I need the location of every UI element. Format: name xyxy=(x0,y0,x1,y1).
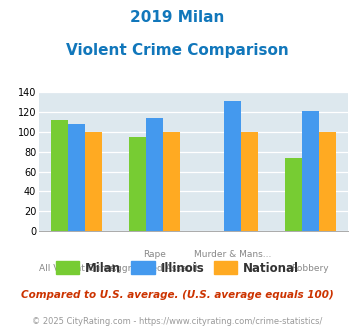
Bar xyxy=(68,124,85,231)
Bar xyxy=(302,111,319,231)
Text: © 2025 CityRating.com - https://www.cityrating.com/crime-statistics/: © 2025 CityRating.com - https://www.city… xyxy=(32,317,323,326)
Text: Robbery: Robbery xyxy=(291,264,329,273)
Text: Violent Crime Comparison: Violent Crime Comparison xyxy=(66,43,289,58)
Text: All Violent Crime: All Violent Crime xyxy=(39,264,115,273)
Text: Aggravated Assault: Aggravated Assault xyxy=(110,264,199,273)
Bar xyxy=(285,158,302,231)
Legend: Milan, Illinois, National: Milan, Illinois, National xyxy=(51,257,304,280)
Text: Murder & Mans...: Murder & Mans... xyxy=(194,250,271,259)
Bar xyxy=(51,120,68,231)
Bar xyxy=(241,132,258,231)
Text: Rape: Rape xyxy=(143,250,166,259)
Text: Compared to U.S. average. (U.S. average equals 100): Compared to U.S. average. (U.S. average … xyxy=(21,290,334,300)
Bar xyxy=(319,132,336,231)
Bar xyxy=(146,118,163,231)
Bar xyxy=(163,132,180,231)
Text: 2019 Milan: 2019 Milan xyxy=(130,10,225,25)
Bar xyxy=(224,101,241,231)
Bar xyxy=(129,137,146,231)
Bar xyxy=(85,132,102,231)
